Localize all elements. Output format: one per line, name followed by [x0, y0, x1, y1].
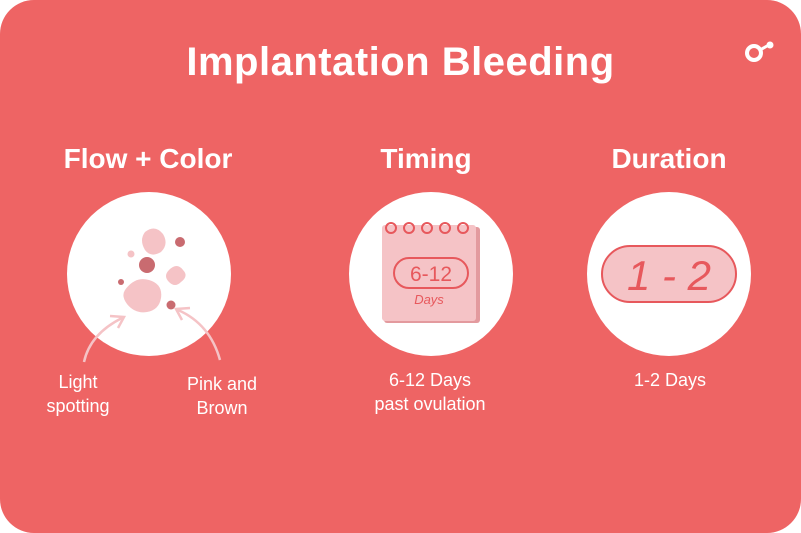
flow-color-circle: [67, 192, 231, 356]
heading-flow-color: Flow + Color: [63, 143, 233, 174]
label-line: spotting: [46, 396, 110, 416]
caption-line: past ovulation: [374, 394, 486, 414]
calendar-range-text: 6-12: [410, 263, 452, 286]
spots-icon: [118, 228, 186, 313]
duration-circle: 1 - 2: [587, 192, 751, 356]
page-title: Implantation Bleeding: [186, 40, 615, 84]
timing-caption: 6-12 Days past ovulation: [340, 368, 520, 416]
calendar-days-text: Days: [414, 292, 444, 307]
brand-logo-icon: [745, 41, 774, 62]
duration-range-text: 1 - 2: [627, 252, 711, 299]
label-light-spotting: Light spotting: [28, 370, 128, 418]
timing-circle: 6-12 Days: [349, 192, 513, 356]
heading-duration: Duration: [611, 143, 727, 174]
label-line: Pink and: [186, 374, 258, 394]
range-pill-icon: 1 - 2: [601, 245, 737, 303]
duration-caption: 1-2 Days: [580, 368, 760, 392]
heading-timing: Timing: [380, 143, 472, 174]
label-line: Brown: [196, 398, 248, 418]
arrows-icon: [82, 306, 222, 363]
caption-line: 6-12 Days: [388, 370, 472, 390]
label-line: Light: [58, 372, 98, 392]
caption-line: 1-2 Days: [633, 370, 707, 390]
label-pink-brown: Pink and Brown: [168, 372, 276, 420]
calendar-icon: 6-12 Days: [382, 222, 480, 323]
